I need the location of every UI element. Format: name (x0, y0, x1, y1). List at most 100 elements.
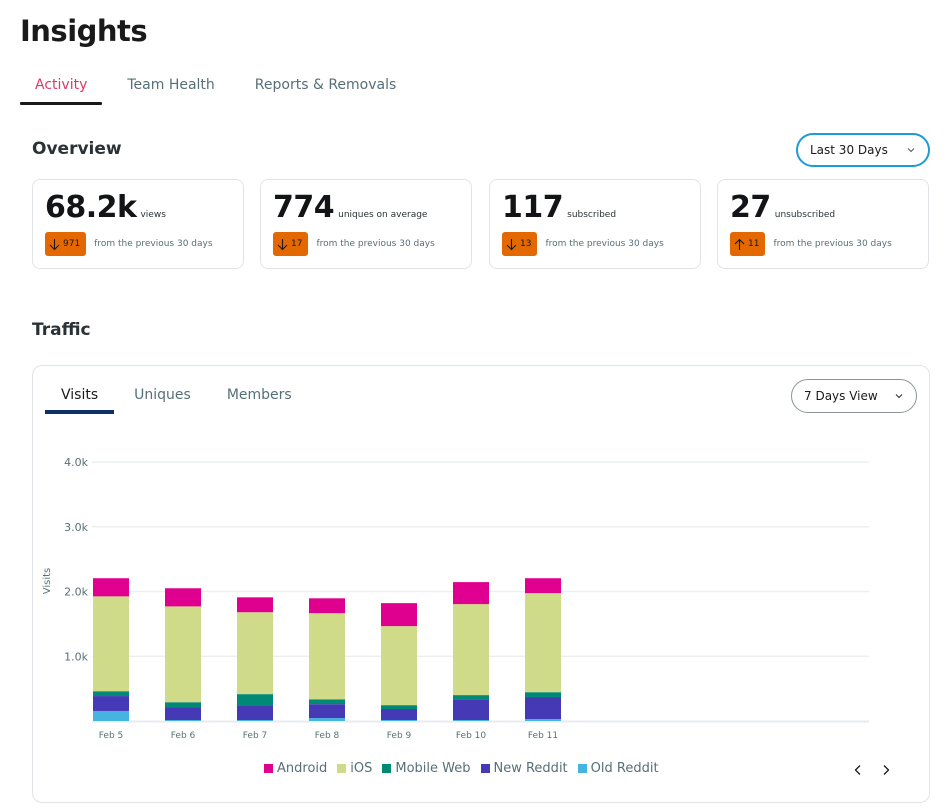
tab-reports-removals[interactable]: Reports & Removals (254, 77, 397, 93)
main-tabs: Activity Team Health Reports & Removals (20, 76, 411, 105)
bar-segment-mobile-web (381, 705, 417, 710)
bar-segment-ios (309, 613, 345, 700)
tab-members[interactable]: Members (226, 387, 292, 403)
bar-segment-old-reddit (237, 720, 273, 721)
legend-swatch (577, 764, 587, 773)
delta-value: 971 (63, 239, 81, 249)
traffic-tabs: Visits Uniques Members (45, 386, 308, 414)
next-page-button[interactable] (877, 761, 895, 779)
legend-label: Android (277, 761, 328, 776)
delta-note: from the previous 30 days (773, 239, 892, 249)
delta-badge: 17 (273, 232, 309, 256)
bar-segment-old-reddit (453, 720, 489, 721)
legend-swatch (382, 764, 392, 773)
bar-segment-new-reddit (525, 697, 561, 720)
bar-stack (165, 588, 201, 721)
tab-team-health[interactable]: Team Health (127, 77, 215, 93)
bar-segment-mobile-web (453, 695, 489, 700)
arrow-down-icon (49, 238, 60, 250)
legend-item-android[interactable]: Android (264, 761, 327, 776)
bar-segment-mobile-web (93, 691, 129, 697)
legend-item-old-reddit[interactable]: Old Reddit (577, 761, 659, 776)
stat-card-uniques: 774 uniques on average 17 from the previ… (260, 179, 472, 269)
overview-title: Overview (32, 139, 122, 159)
delta-value: 13 (520, 239, 532, 249)
delta-note: from the previous 30 days (316, 239, 435, 249)
stat-value: 68.2k (45, 190, 137, 225)
stat-label: unsubscribed (774, 210, 836, 220)
bar-segment-android (525, 578, 561, 594)
bar-segment-new-reddit (453, 699, 489, 721)
legend-item-ios[interactable]: iOS (337, 761, 372, 776)
label-layer: 1.0k 2.0k 3.0k 4.0k Visits Feb 5 Feb 6 Feb 7 Feb… (42, 456, 558, 741)
bar-stack (453, 582, 489, 721)
bar-segment-new-reddit (237, 705, 273, 721)
tab-activity[interactable]: Activity (20, 76, 103, 105)
delta-badge: 13 (502, 232, 538, 256)
legend-label: Old Reddit (590, 761, 659, 776)
y-tick-label: 4.0k (64, 456, 88, 469)
delta-badge: 11 (730, 232, 766, 256)
legend-label: Mobile Web (395, 761, 471, 776)
bar-segment-android (237, 597, 273, 613)
delta-value: 11 (748, 239, 760, 249)
bar-segment-android (165, 588, 201, 607)
bar-stack (381, 603, 417, 721)
x-tick-label: Feb 7 (243, 731, 268, 741)
stat-card-unsubscribed: 27 unsubscribed 11 from the previous 30 … (717, 179, 929, 269)
bar-segment-old-reddit (93, 710, 129, 721)
x-tick-label: Feb 9 (387, 731, 412, 741)
bar-segment-ios (237, 612, 273, 695)
bar-segment-android (381, 603, 417, 627)
page-title: Insights (20, 14, 148, 48)
delta-value: 17 (291, 239, 303, 249)
bar-stack (525, 578, 561, 721)
x-tick-label: Feb 11 (528, 731, 558, 741)
bar-segment-new-reddit (381, 709, 417, 721)
delta-note: from the previous 30 days (545, 239, 664, 249)
stat-card-subscribed: 117 subscribed 13 from the previous 30 d… (489, 179, 701, 269)
bar-segment-mobile-web (309, 699, 345, 705)
bar-segment-new-reddit (309, 704, 345, 719)
stat-label: uniques on average (338, 210, 428, 220)
date-range-select[interactable]: Last 30 Days (796, 133, 930, 167)
bar-segment-android (453, 582, 489, 605)
bar-segment-old-reddit (309, 718, 345, 721)
y-tick-label: 3.0k (64, 521, 88, 534)
view-range-select[interactable]: 7 Days View (791, 379, 917, 413)
chart-legend: Android iOS Mobile Web New Reddit Old Reddit (264, 761, 669, 776)
prev-page-button[interactable] (849, 761, 867, 779)
arrow-down-icon (277, 238, 288, 250)
legend-swatch (337, 764, 347, 773)
chevron-down-icon (895, 394, 903, 399)
stat-value: 27 (730, 190, 771, 225)
bar-segment-ios (381, 626, 417, 706)
tab-visits[interactable]: Visits (45, 386, 115, 414)
stat-value: 117 (502, 190, 564, 225)
tab-uniques[interactable]: Uniques (134, 387, 191, 403)
bar-segment-old-reddit (165, 720, 201, 721)
legend-label: iOS (350, 761, 373, 776)
arrow-up-icon (734, 238, 745, 250)
arrow-down-icon (506, 238, 517, 250)
delta-badge: 971 (45, 232, 87, 256)
bar-stack (237, 597, 273, 721)
y-axis-title: Visits (42, 568, 53, 595)
x-tick-label: Feb 6 (171, 731, 196, 741)
stat-value: 774 (273, 190, 335, 225)
stat-card-views: 68.2k views 971 from the previous 30 day… (32, 179, 244, 269)
bar-segment-new-reddit (93, 696, 129, 711)
visits-chart: 1.0k 2.0k 3.0k 4.0k Visits Feb 5 Feb 6 Feb 7 Feb… (42, 456, 869, 741)
legend-label: New Reddit (493, 761, 568, 776)
bar-segment-mobile-web (237, 694, 273, 706)
legend-swatch (264, 764, 273, 773)
y-tick-label: 1.0k (64, 650, 88, 663)
x-tick-label: Feb 5 (99, 731, 124, 741)
bar-segment-mobile-web (165, 702, 201, 708)
legend-item-mobile-web[interactable]: Mobile Web (382, 761, 471, 776)
bar-segment-mobile-web (525, 692, 561, 698)
view-range-value: 7 Days View (804, 389, 878, 403)
date-range-value: Last 30 Days (810, 143, 888, 157)
chevron-down-icon (907, 148, 915, 153)
legend-item-new-reddit[interactable]: New Reddit (480, 761, 568, 776)
